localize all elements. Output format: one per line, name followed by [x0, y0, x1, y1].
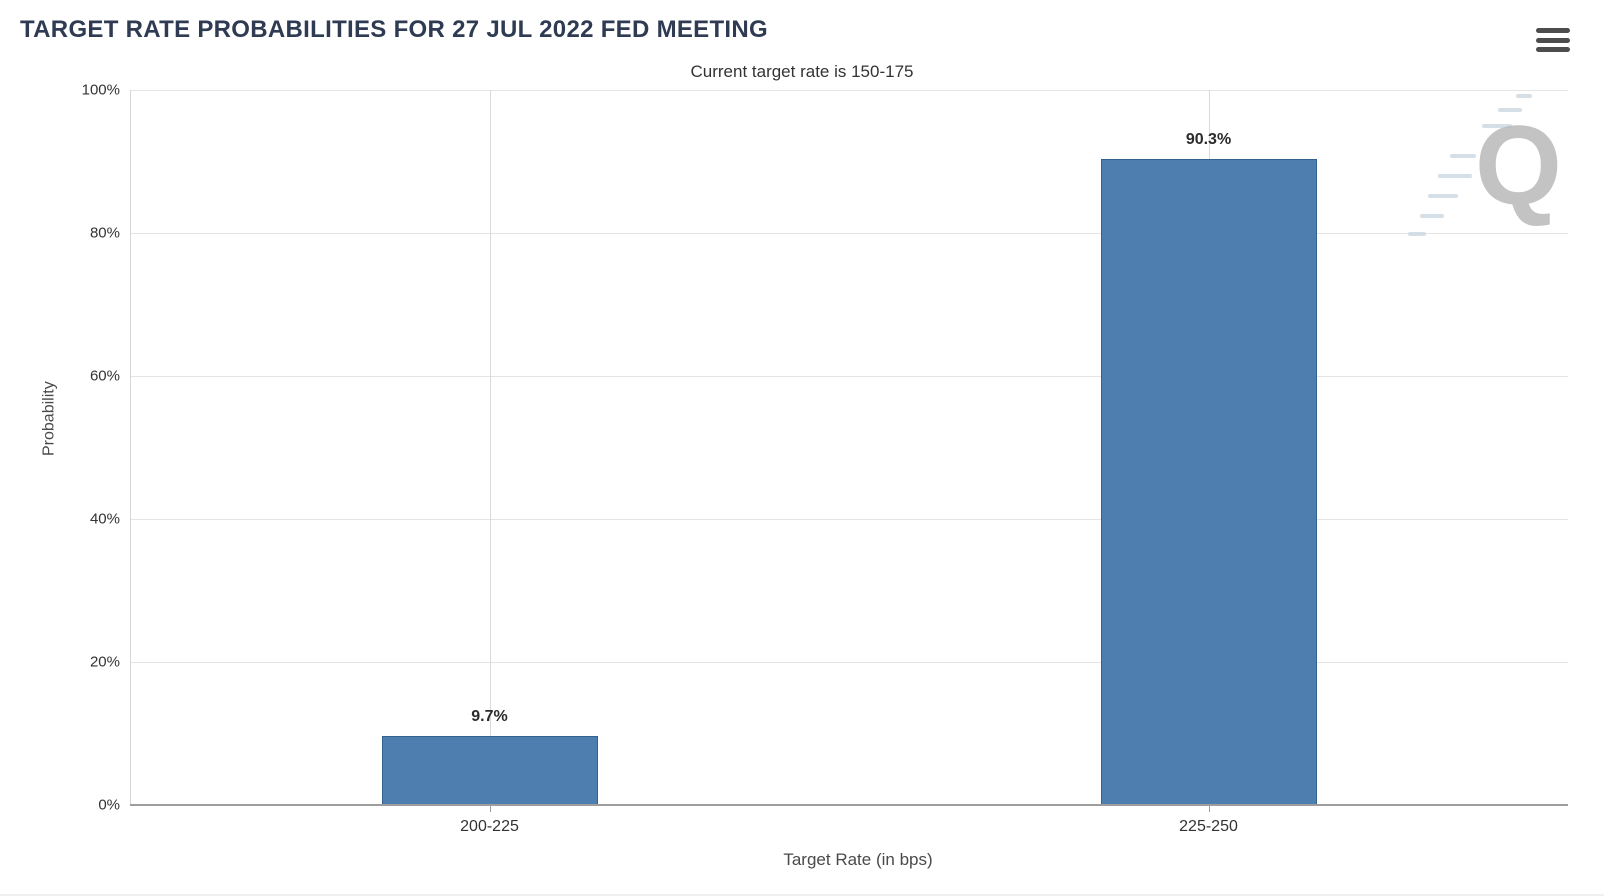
hamburger-menu-icon — [1536, 47, 1570, 52]
bar-value-label: 9.7% — [471, 707, 508, 725]
x-category-label: 200-225 — [460, 818, 519, 835]
bar-225-250[interactable] — [1100, 159, 1317, 805]
y-gridline — [130, 376, 1568, 377]
x-gridline — [489, 90, 491, 805]
y-tick-label: 80% — [89, 224, 120, 242]
chart-context-menu-button[interactable] — [1536, 26, 1570, 54]
bar-200-225[interactable] — [381, 735, 598, 805]
y-gridline — [130, 519, 1568, 520]
bar-value-label: 90.3% — [1185, 131, 1232, 149]
chart-subtitle: Current target rate is 150-175 — [690, 62, 914, 81]
y-axis-line — [130, 90, 131, 805]
y-tick-label: 0% — [98, 796, 120, 814]
plot-area — [130, 90, 1568, 805]
hamburger-menu-icon — [1536, 37, 1570, 43]
y-tick-label: 40% — [89, 510, 120, 528]
x-category-label: 225-250 — [1179, 818, 1238, 835]
y-tick-label: 100% — [81, 81, 120, 99]
x-axis-tick — [1208, 806, 1210, 812]
y-gridline — [130, 90, 1568, 91]
y-gridline — [130, 233, 1568, 234]
x-axis-line — [130, 804, 1568, 806]
x-axis-tick — [489, 806, 491, 812]
chart-title: TARGET RATE PROBABILITIES FOR 27 JUL 202… — [20, 16, 769, 43]
y-tick-label: 60% — [89, 367, 120, 385]
hamburger-menu-icon — [1536, 28, 1570, 33]
x-axis-title: Target Rate (in bps) — [783, 850, 933, 869]
y-axis-title: Probability — [40, 381, 58, 456]
y-tick-label: 20% — [89, 653, 120, 671]
y-gridline — [130, 662, 1568, 663]
